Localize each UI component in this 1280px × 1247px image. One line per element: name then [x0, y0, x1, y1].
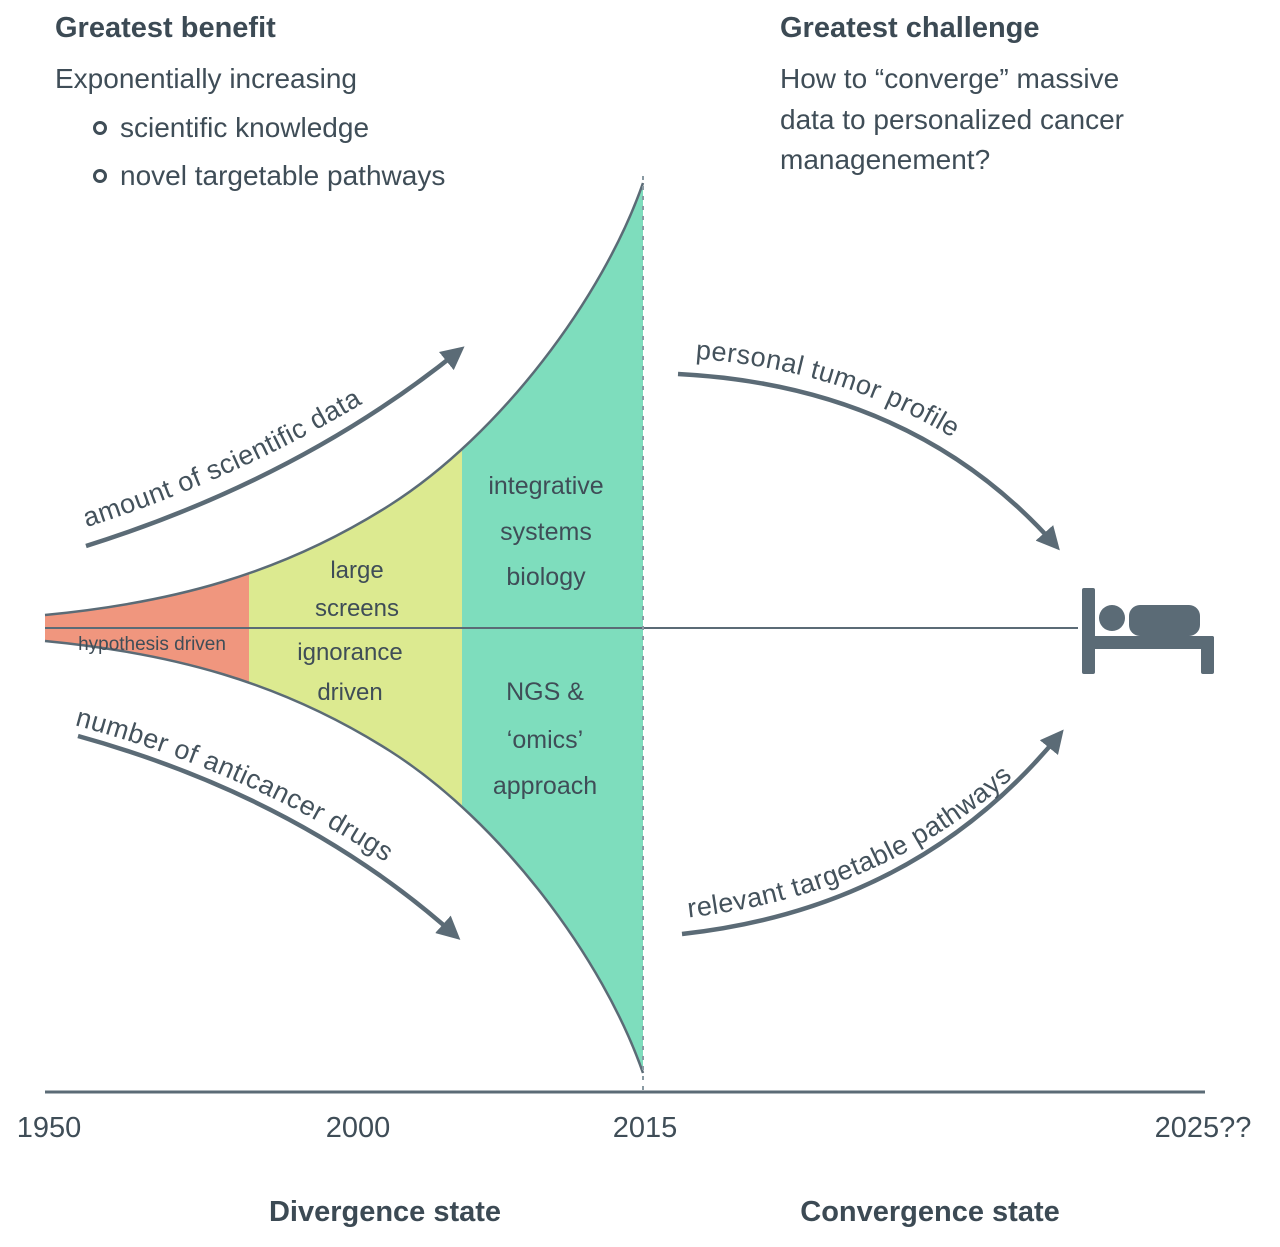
patient-body [1129, 605, 1200, 636]
bullet-ring-icon [93, 169, 107, 184]
bed-frame [1082, 636, 1214, 649]
scientific-data-arrow [85, 346, 465, 549]
benefit-block: Greatest benefit Exponentially increasin… [55, 12, 445, 205]
challenge-line-2: data to personalized cancer [780, 103, 1124, 135]
benefit-bullet-2-label: novel targetable pathways [120, 160, 446, 192]
benefit-bullets: scientific knowledge novel targetable pa… [55, 108, 445, 197]
curved-arrows [77, 346, 1064, 940]
benefit-bullet-2: novel targetable pathways [93, 156, 445, 197]
targetable-pathways-arrow [681, 729, 1064, 937]
challenge-line-1: How to “converge” massive [780, 63, 1120, 94]
tumor-profile-label: personal tumor profile [695, 335, 965, 443]
ngs-omics-label-line2: ‘omics’ [507, 726, 583, 754]
integrative-biology-label-line3: biology [506, 563, 586, 591]
axis-tick-2000: 2000 [325, 1112, 391, 1144]
targetable-pathways-label: relevant targetable pathways [686, 759, 1017, 923]
large-screens-label-line1: large [330, 557, 383, 584]
ignorance-driven-label-line1: ignorance [297, 639, 402, 666]
convergence-state-label: Convergence state [800, 1196, 1060, 1228]
bed-footpost [1201, 636, 1214, 674]
benefit-title: Greatest benefit [55, 12, 276, 44]
scientific-data-label: amount of scientific data [79, 382, 367, 533]
bullet-ring-icon [93, 120, 107, 135]
funnel-bottom-outline [44, 639, 645, 1074]
hypothesis-driven-label: hypothesis driven [78, 634, 226, 655]
axis-tick-2025: 2025?? [1154, 1112, 1252, 1144]
divergence-funnel [44, 182, 645, 1074]
bed-headboard [1082, 588, 1095, 674]
benefit-bullet-1: scientific knowledge [93, 108, 445, 149]
large-screens-label-line2: screens [315, 595, 399, 622]
tumor-profile-arrow [677, 371, 1060, 551]
benefit-bullet-1-label: scientific knowledge [120, 111, 370, 143]
challenge-block: Greatest challenge How to “converge” mas… [780, 12, 1210, 181]
integrative-biology-label-line2: systems [500, 518, 592, 546]
challenge-title: Greatest challenge [780, 12, 1040, 44]
anticancer-drugs-arrow [77, 733, 461, 940]
challenge-line-3: managenement? [780, 144, 991, 176]
divergence-state-label: Divergence state [268, 1196, 502, 1228]
ngs-omics-label-line1: NGS & [506, 678, 584, 706]
patient-head [1099, 605, 1125, 631]
ignorance-driven-label-line2: driven [317, 679, 382, 706]
benefit-subtitle: Exponentially increasing [55, 63, 357, 94]
funnel-top-outline [44, 182, 645, 617]
patient-bed-icon [1082, 588, 1214, 674]
axis-tick-2015: 2015 [612, 1112, 678, 1144]
axis-tick-1950: 1950 [16, 1112, 82, 1144]
ngs-omics-label-line3: approach [493, 772, 597, 800]
integrative-biology-label-line1: integrative [488, 472, 603, 500]
